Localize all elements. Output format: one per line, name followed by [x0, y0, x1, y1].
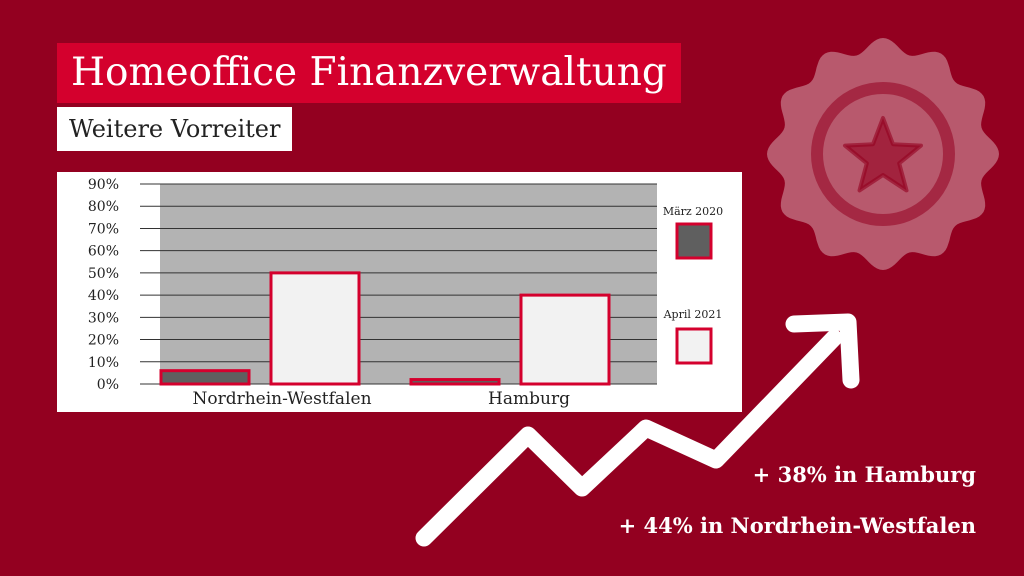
star-icon — [843, 116, 923, 193]
x-tick-label: Hamburg — [488, 389, 570, 409]
stat-hamburg: + 38% in Hamburg — [752, 462, 976, 487]
y-tick-label: 60% — [88, 244, 119, 260]
x-axis-labels: Nordrhein-Westfalen Hamburg — [192, 389, 570, 409]
page-title: Homeoffice Finanzverwaltung — [57, 43, 681, 103]
star-badge-icon — [767, 38, 999, 270]
y-tick-label: 40% — [88, 288, 119, 304]
legend-swatch — [675, 222, 713, 260]
legend-label: März 2020 — [663, 205, 723, 218]
legend: März 2020 April 2021 — [663, 205, 723, 365]
bars — [159, 271, 611, 386]
y-tick-label: 80% — [88, 199, 119, 215]
y-tick-label: 30% — [88, 310, 119, 326]
y-tick-label: 70% — [88, 221, 119, 237]
y-tick-label: 90% — [88, 177, 119, 193]
bar-april-2021-1 — [519, 293, 611, 386]
x-tick-label: Nordrhein-Westfalen — [192, 389, 371, 409]
stat-nrw: + 44% in Nordrhein-Westfalen — [618, 513, 976, 538]
y-tick-label: 0% — [97, 377, 119, 393]
bar-maerz-2020-0 — [159, 369, 251, 386]
page-subtitle: Weitere Vorreiter — [57, 107, 293, 151]
bar-chart-panel: 0% 10% 20% 30% 40% 50% 60% 70% 80% 90% Nordrhein-… — [57, 172, 742, 412]
y-axis-ticks: 0% 10% 20% 30% 40% 50% 60% 70% 80% 90% — [88, 177, 119, 393]
y-tick-label: 20% — [88, 333, 119, 349]
legend-label: April 2021 — [663, 308, 723, 321]
bar-chart: 0% 10% 20% 30% 40% 50% 60% 70% 80% 90% Nordrhein-… — [88, 177, 723, 409]
legend-swatch — [675, 327, 713, 365]
seal-ring — [811, 82, 955, 226]
bar-april-2021-0 — [269, 271, 361, 386]
y-tick-label: 50% — [88, 266, 119, 282]
bar-maerz-2020-1 — [409, 378, 501, 386]
y-tick-label: 10% — [88, 355, 119, 371]
trend-arrow-icon — [415, 313, 860, 547]
